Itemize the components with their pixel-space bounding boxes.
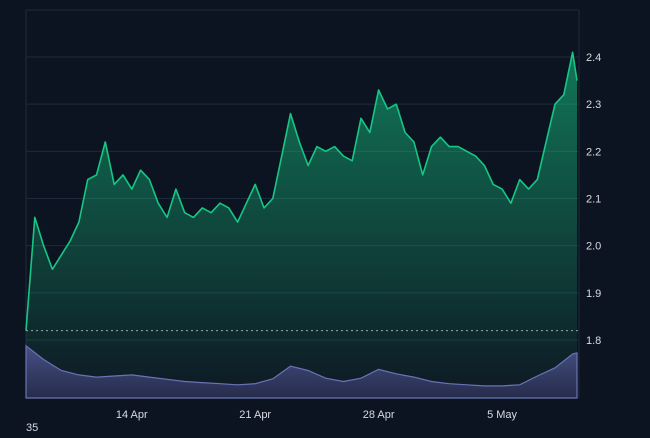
x-tick-label-2: 28 Apr [363, 409, 395, 421]
x-axis-ticks: 14 Apr 21 Apr 28 Apr 5 May [116, 409, 518, 421]
x-tick-label-3: 5 May [487, 409, 517, 421]
y-tick-label-6: 2.4 [586, 52, 601, 64]
x-tick-label-0: 14 Apr [116, 409, 148, 421]
volume-area [25, 344, 578, 399]
y-tick-label-2: 2.0 [586, 241, 601, 253]
y-tick-label-0: 1.8 [586, 335, 601, 347]
y-tick-label-5: 2.3 [586, 99, 601, 111]
y-axis-ticks: 1.8 1.9 2.0 2.1 2.2 2.3 2.4 [586, 52, 601, 347]
y-tick-label-1: 1.9 [586, 288, 601, 300]
price-line [25, 51, 578, 331]
corner-label: 35 [26, 422, 38, 433]
y-tick-label-4: 2.2 [586, 146, 601, 158]
x-tick-label-1: 21 Apr [239, 409, 271, 421]
price-area [26, 52, 577, 396]
y-tick-label-3: 2.1 [586, 194, 601, 206]
